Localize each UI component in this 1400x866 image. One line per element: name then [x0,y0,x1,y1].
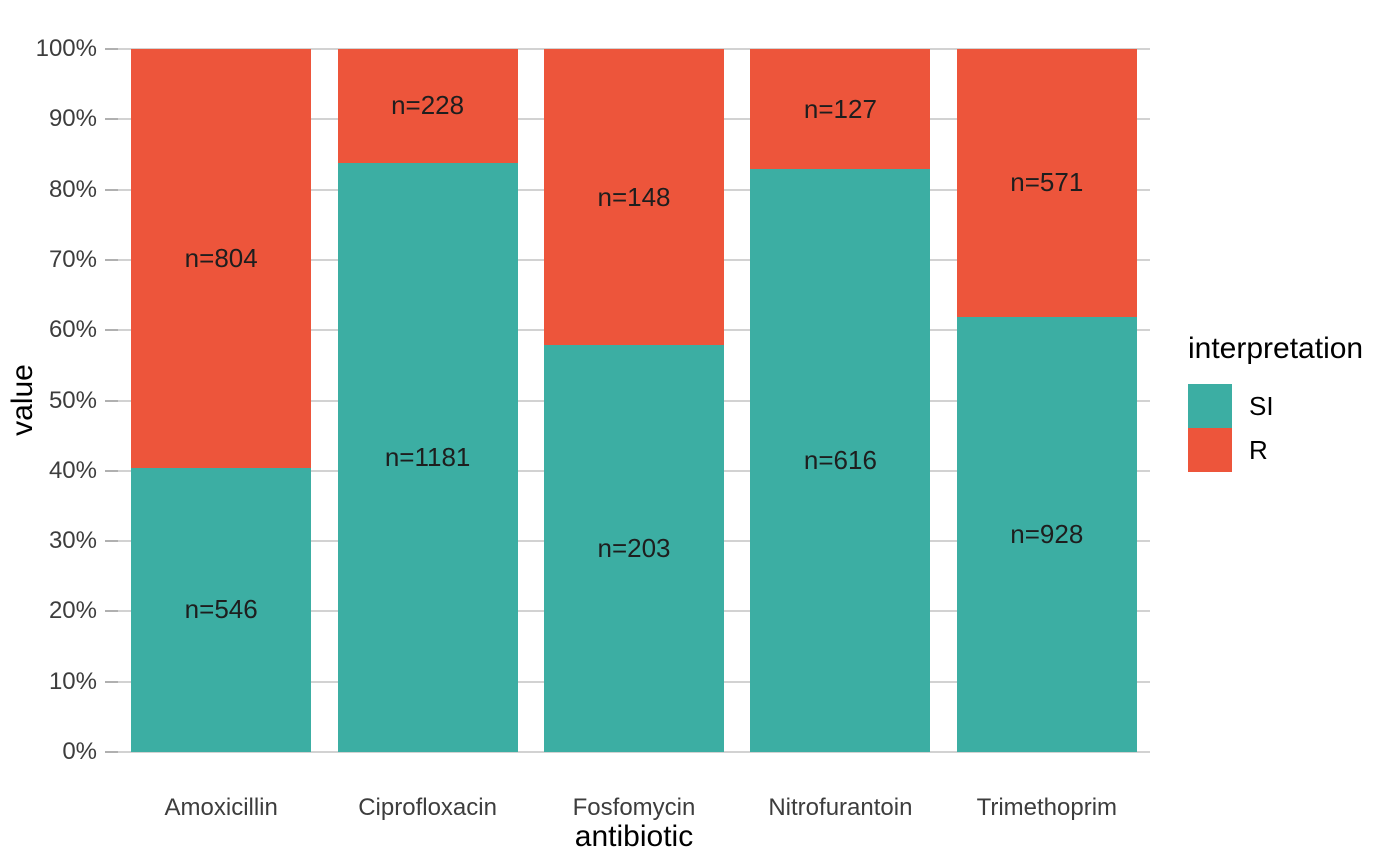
x-axis-label-fosfomycin: Fosfomycin [572,794,696,821]
y-tick-mark [105,118,118,121]
y-tick-label: 40% [48,456,97,484]
bar-count-label: n=546 [184,594,258,625]
y-tick-label: 20% [48,597,97,625]
legend-items: SI R [1188,384,1363,472]
bar-amoxicillin: n=546 n=804 [131,49,312,752]
x-axis-title: antibiotic [574,820,694,853]
y-tick-mark [105,540,118,543]
y-tick-label: 0% [62,738,97,765]
bar-count-label: n=1181 [384,441,471,472]
bar-count-label: n=203 [597,533,671,564]
legend-label: R [1249,435,1268,465]
bar-segment-r: n=571 [956,49,1137,317]
bar-nitrofurantoin: n=616 n=127 [750,49,931,752]
gridline [118,751,1150,753]
bar-count-label: n=148 [597,181,671,212]
legend-label: SI [1249,391,1274,421]
y-tick-mark [105,329,118,332]
bar-segment-si: n=203 [544,345,724,752]
bar-segment-r: n=127 [750,49,931,170]
bar-segment-r: n=804 [131,49,312,468]
y-tick-label: 90% [48,105,97,133]
y-tick-label: 100% [35,35,97,62]
x-axis-label-nitrofurantoin: Nitrofurantoin [768,794,913,821]
bar-count-label: n=928 [1010,518,1084,549]
bar-count-label: n=616 [803,445,877,476]
bar-segment-si: n=928 [956,316,1137,752]
y-axis-title: value [6,364,39,436]
plot-panel: 0% 10% 20% 30% 40% 50% 60% 70% 80% 90% 100% n=546 n=… [36,37,1150,764]
legend-item-si: SI [1188,384,1363,428]
bar-fosfomycin: n=203 n=148 [544,49,724,752]
bar-segment-si: n=546 [131,467,312,752]
x-axis-label-trimethoprim: Trimethoprim [976,794,1118,821]
bar-ciprofloxacin: n=1181 n=228 [337,49,518,752]
x-axis-label-amoxicillin: Amoxicillin [164,794,278,821]
y-tick-mark [105,751,118,753]
y-tick-mark [105,188,118,191]
legend-swatch-r [1188,428,1232,472]
y-tick-label: 70% [48,245,97,273]
y-tick-mark [105,258,118,261]
y-tick-label: 30% [48,527,97,555]
legend-title: interpretation [1188,332,1364,365]
legend: interpretation SI R [1188,334,1363,472]
gridline [118,48,1150,50]
y-tick-mark [105,399,118,402]
bar-segment-r: n=148 [544,49,724,346]
bar-segment-si: n=1181 [337,162,518,752]
y-tick-label: 60% [48,316,97,344]
y-tick-mark [105,610,118,613]
x-axis-label-ciprofloxacin: Ciprofloxacin [358,794,497,821]
y-tick-label: 80% [48,175,97,203]
y-tick-label: 10% [48,667,97,695]
bar-segment-r: n=228 [337,49,518,163]
y-tick-mark [105,48,118,50]
bar-count-label: n=228 [391,90,465,121]
y-tick-mark [105,680,118,683]
bar-trimethoprim: n=928 n=571 [956,49,1137,752]
bar-count-label: n=571 [1010,167,1084,198]
legend-item-r: R [1188,428,1363,472]
legend-swatch-si [1188,384,1232,428]
y-tick-mark [105,469,118,472]
bar-count-label: n=127 [803,93,877,124]
bar-count-label: n=804 [184,242,258,273]
y-tick-label: 50% [48,386,97,414]
bar-segment-si: n=616 [750,169,931,752]
